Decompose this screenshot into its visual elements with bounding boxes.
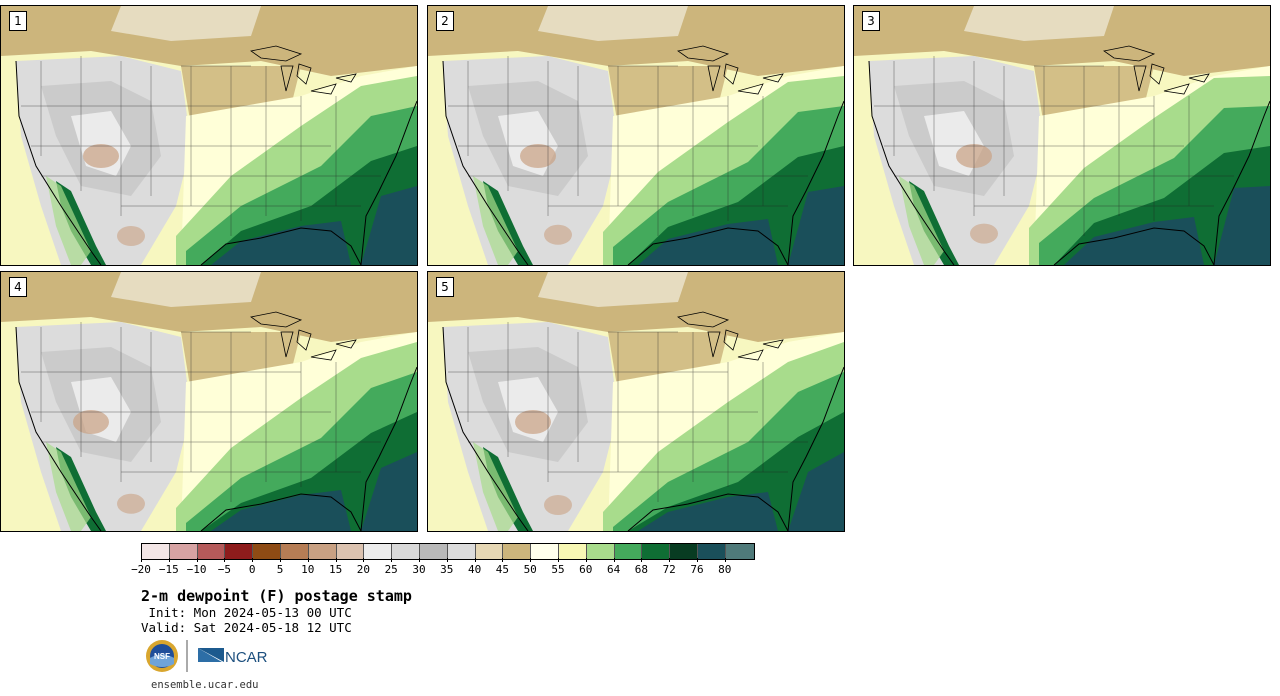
colorbar-tick-label: −15	[158, 563, 179, 576]
colorbar-tick-label: 55	[551, 563, 565, 576]
colorbar-tick	[724, 558, 726, 562]
colorbar-swatch	[475, 544, 504, 559]
forecast-map-panel-5: 5	[427, 271, 845, 532]
colorbar-swatch	[169, 544, 198, 559]
colorbar-swatch	[225, 544, 254, 559]
colorbar-tick	[502, 558, 504, 562]
forecast-map-panel-3: 3	[853, 5, 1271, 266]
colorbar-swatch	[558, 544, 587, 559]
dewpoint-map	[854, 6, 1270, 265]
panel-label: 5	[436, 277, 454, 297]
colorbar-tick	[474, 558, 476, 562]
colorbar-swatch	[253, 544, 281, 559]
colorbar-tick-label: 35	[440, 563, 454, 576]
colorbar-tick	[335, 558, 337, 562]
colorbar-tick	[558, 558, 559, 562]
colorbar-tick-label: −10	[186, 563, 207, 576]
dewpoint-map	[428, 6, 844, 265]
colorbar-tick-label: 68	[634, 563, 649, 576]
logos: NSF NCAR	[144, 638, 274, 674]
colorbar-tick	[613, 558, 615, 562]
colorbar-tick	[168, 558, 170, 562]
nsf-logo-icon: NSF	[146, 640, 178, 672]
colorbar-swatch	[447, 544, 476, 559]
colorbar-tick-label: 25	[384, 563, 398, 576]
colorbar-swatch	[280, 544, 309, 559]
dewpoint-map	[1, 6, 417, 265]
colorbar-tick-label: 45	[495, 563, 510, 576]
colorbar-tick	[585, 558, 587, 562]
colorbar-tick-label: −20	[131, 563, 151, 576]
colorbar-tick	[280, 558, 281, 562]
colorbar-swatch	[336, 544, 365, 559]
colorbar-tick-label: 0	[248, 563, 256, 576]
colorbar-swatch	[697, 544, 726, 559]
forecast-map-panel-2: 2	[427, 5, 845, 266]
colorbar-swatch	[614, 544, 643, 559]
colorbar-swatch	[531, 544, 559, 559]
chart-title: 2-m dewpoint (F) postage stamp	[141, 587, 412, 605]
colorbar-tick-label: 72	[662, 563, 676, 576]
ncar-logo-text: NCAR	[225, 649, 268, 666]
init-time: Init: Mon 2024-05-13 00 UTC	[141, 605, 352, 620]
colorbar-tick	[669, 558, 671, 562]
colorbar-tick	[697, 558, 698, 562]
colorbar-tick	[419, 558, 420, 562]
colorbar-swatch	[670, 544, 698, 559]
panel-label: 1	[9, 11, 27, 31]
colorbar-tick	[446, 558, 448, 562]
colorbar-tick-label: 50	[523, 563, 537, 576]
colorbar-tick-label: 10	[301, 563, 315, 576]
forecast-map-panel-1: 1	[0, 5, 418, 266]
nsf-logo-text: NSF	[154, 652, 170, 661]
colorbar-tick-label: −5	[217, 563, 232, 576]
colorbar-swatch	[642, 544, 671, 559]
colorbar-tick	[391, 558, 393, 562]
colorbar-tick-label: 15	[328, 563, 343, 576]
colorbar-swatch	[142, 544, 170, 559]
colorbar-tick	[307, 558, 309, 562]
colorbar-tick	[252, 558, 254, 562]
dewpoint-map	[428, 272, 844, 531]
colorbar-tick-label: 5	[276, 563, 284, 576]
colorbar-tick-label: 76	[690, 563, 704, 576]
colorbar-tick	[641, 558, 643, 562]
colorbar-tick	[363, 558, 365, 562]
forecast-map-panel-4: 4	[0, 271, 418, 532]
dewpoint-map	[1, 272, 417, 531]
colorbar-tick	[196, 558, 198, 562]
colorbar-swatch	[725, 544, 754, 559]
colorbar-tick-label: 40	[467, 563, 482, 576]
colorbar-tick-label: 20	[356, 563, 371, 576]
colorbar-swatch	[392, 544, 420, 559]
colorbar-swatch	[308, 544, 337, 559]
colorbar-tick-label: 64	[606, 563, 621, 576]
colorbar-tick-label: 80	[718, 563, 732, 576]
site-url: ensemble.ucar.edu	[151, 679, 259, 691]
colorbar-tick	[141, 558, 142, 562]
colorbar-tick-label: 60	[579, 563, 593, 576]
colorbar-swatch	[197, 544, 226, 559]
valid-time: Valid: Sat 2024-05-18 12 UTC	[141, 620, 352, 635]
panel-label: 2	[436, 11, 454, 31]
colorbar-tick	[530, 558, 532, 562]
colorbar-tick	[224, 558, 226, 562]
colorbar-swatch	[586, 544, 615, 559]
colorbar-swatch	[419, 544, 448, 559]
colorbar-ticks: −20 −15 −10 −5 0 5 10 15 20 25 30 35 40 45 50 55 60 64 68 7…	[131, 558, 757, 578]
panel-label: 4	[9, 277, 27, 297]
colorbar-swatch	[364, 544, 393, 559]
ncar-logo-icon: NCAR	[198, 648, 268, 666]
panel-label: 3	[862, 11, 880, 31]
colorbar-swatch	[503, 544, 532, 559]
colorbar-tick-label: 30	[412, 563, 426, 576]
